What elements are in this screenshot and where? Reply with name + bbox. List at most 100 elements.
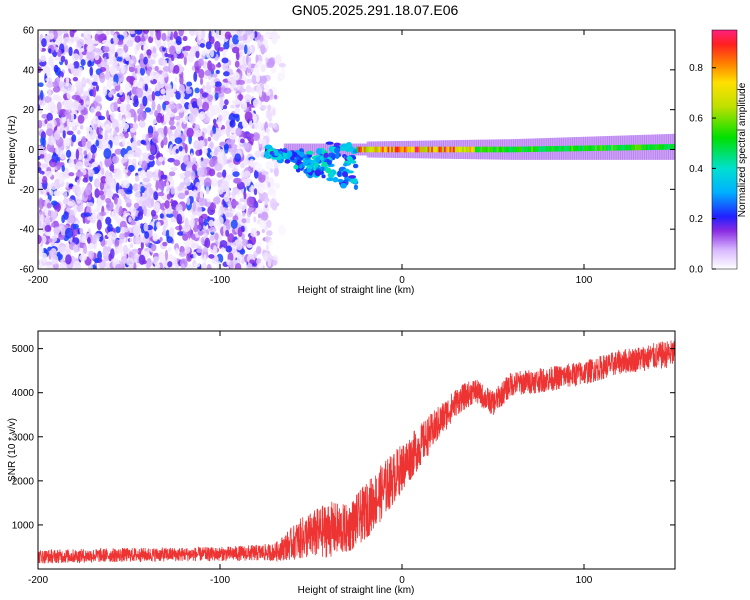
heatmap-cell [165,180,170,190]
heatmap-cell [49,161,57,168]
heatmap-cell [95,139,100,147]
heatmap-cell [126,103,131,112]
heatmap-cell [217,154,222,166]
heatmap-cell [206,263,212,269]
heatmap-cell [447,146,450,153]
heatmap-cell [252,98,261,108]
heatmap-cell [191,164,197,172]
heatmap-cell [41,113,49,119]
heatmap-cell [79,51,83,61]
heatmap-cell [107,231,116,239]
heatmap-cell [469,146,472,153]
heatmap-cell [269,198,277,209]
heatmap-cell [298,151,305,158]
heatmap-cell [68,35,75,45]
heatmap-cell [618,144,621,151]
heatmap-cell [352,163,359,169]
heatmap-cell [356,146,359,153]
heatmap-cell [205,47,211,59]
heatmap-cell [158,169,162,180]
heatmap-cell [134,147,142,158]
heatmap-cell [140,185,145,194]
heatmap-cell [53,226,61,235]
heatmap-cell [237,226,243,238]
heatmap-cell [119,89,123,96]
heatmap-cell [192,107,199,118]
heatmap-cell [40,55,46,63]
y-tick-label: 3000 [12,432,35,443]
heatmap-cell [49,248,57,258]
heatmap-cell [92,115,99,125]
heatmap-cell [85,100,91,106]
heatmap-cell [230,43,234,50]
heatmap-cell [166,36,171,42]
heatmap-cell [247,68,251,74]
heatmap-cell [94,53,100,61]
heatmap-cell [438,146,441,153]
heatmap-cell [427,146,430,153]
heatmap-cell [265,127,270,134]
heatmap-cell [225,229,230,237]
heatmap-cell [72,184,80,193]
heatmap-cell [193,71,198,82]
heatmap-cell [167,246,172,252]
heatmap-cell [458,146,461,153]
heatmap-cell [68,172,75,177]
heatmap-cell [625,144,629,151]
heatmap-cell [196,224,202,230]
heatmap-cell [333,142,341,146]
heatmap-cell [194,92,200,98]
heatmap-cell [205,186,210,195]
heatmap-cell [246,78,253,84]
heatmap-cell [256,120,264,130]
heatmap-cell [38,58,42,63]
heatmap-cell [65,207,71,213]
heatmap-cell [266,230,273,237]
spectrogram-y-axis-label: Frequency (Hz) [7,116,18,185]
heatmap-cell [198,139,205,148]
heatmap-cell [166,193,171,200]
heatmap-cell [185,88,192,95]
heatmap-cell [143,56,148,65]
heatmap-cell [162,225,166,236]
heatmap-cell [255,162,262,172]
heatmap-cell [454,146,457,153]
heatmap-cell [212,118,217,125]
heatmap-cell [169,135,176,143]
heatmap-cell [596,145,599,151]
heatmap-cell [120,255,128,265]
heatmap-cell [241,233,245,241]
heatmap-cell [108,51,113,59]
heatmap-cell [106,238,113,247]
heatmap-cell [211,104,219,116]
heatmap-cell [87,169,95,177]
heatmap-cell [348,175,357,179]
heatmap-cell [69,30,75,38]
heatmap-cell [155,179,159,191]
heatmap-cell [280,67,286,74]
heatmap-cell [380,146,383,153]
x-tick-label: -200 [28,275,48,286]
heatmap-cell [134,67,138,74]
heatmap-cell [480,146,483,153]
heatmap-cell [533,146,536,152]
heatmap-cell [605,145,609,151]
heatmap-cell [463,146,467,153]
heatmap-cell [170,215,176,223]
heatmap-cell [243,191,247,200]
heatmap-cell [191,242,199,249]
heatmap-cell [198,196,206,207]
heatmap-cell [215,69,220,75]
heatmap-cell [256,60,264,68]
heatmap-cell [241,62,247,72]
heatmap-cell [529,146,532,152]
heatmap-cell [538,146,541,152]
colorbar-gradient [711,29,738,270]
heatmap-cell [254,150,261,158]
heatmap-cell [73,60,80,70]
heatmap-cell [202,247,209,253]
heatmap-cell [396,146,399,153]
heatmap-cell [202,84,206,91]
heatmap-cell [124,64,129,72]
